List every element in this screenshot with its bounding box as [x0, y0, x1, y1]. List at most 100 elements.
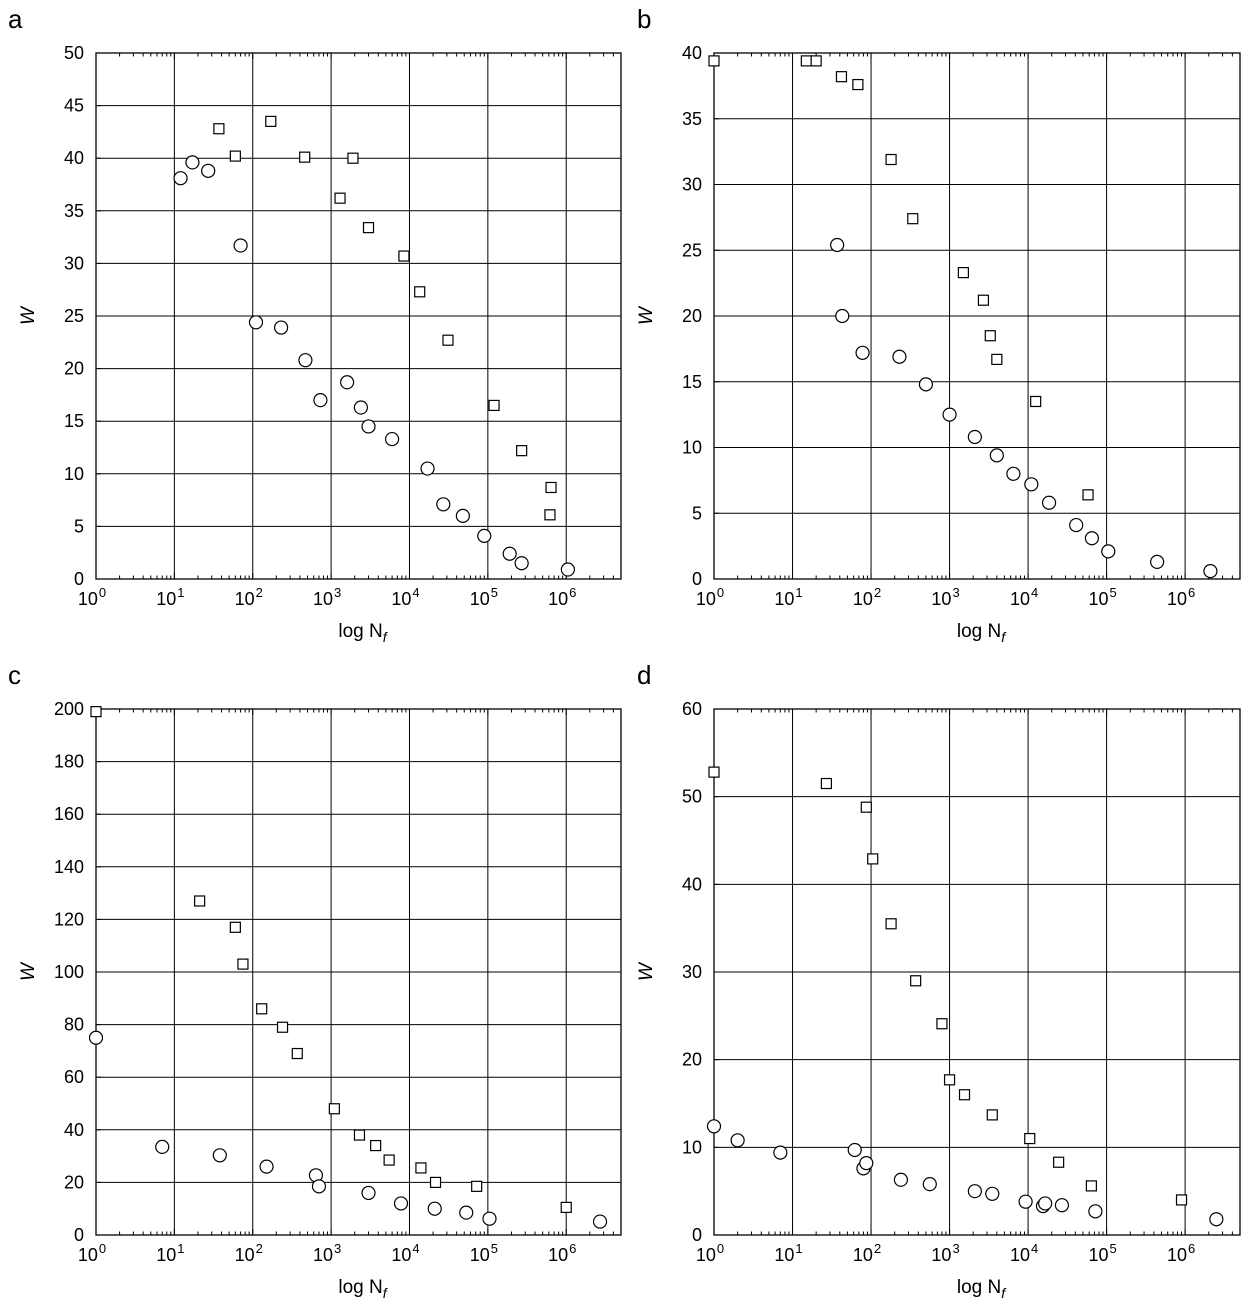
data-point-square: [852, 78, 864, 91]
y-tick-label: 35: [682, 109, 702, 129]
data-point-square: [708, 766, 720, 778]
data-point-circle: [1024, 477, 1039, 492]
data-point-square: [810, 55, 822, 67]
data-point-circle: [1203, 564, 1218, 579]
data-point-circle: [248, 315, 264, 330]
data-point-square: [229, 921, 241, 933]
panel-d: d 0 10 20 30 40 50 60 100 101 102 103 104 105 106 log N…: [636, 660, 1241, 1301]
data-point-circle: [361, 1185, 376, 1201]
y-axis-label: W: [636, 305, 657, 325]
data-point-circle: [830, 237, 845, 253]
data-point-square: [1030, 395, 1042, 408]
x-tick-label: 105: [470, 585, 498, 609]
data-point-square: [545, 481, 557, 494]
data-point-square: [1024, 1132, 1036, 1145]
data-point-square: [362, 222, 375, 234]
data-point-circle: [922, 1177, 937, 1192]
data-point-square: [347, 152, 359, 164]
data-point-square: [885, 918, 897, 930]
data-point-square: [835, 71, 848, 83]
x-tick-label: 102: [853, 585, 881, 609]
data-point-circle: [706, 1119, 722, 1134]
data-point-square: [1175, 1194, 1188, 1206]
y-tick-label: 10: [64, 464, 84, 484]
x-tick-label: 103: [313, 1241, 341, 1265]
data-point-circle: [847, 1142, 862, 1158]
x-tick-label: 101: [774, 1241, 802, 1265]
y-tick-label: 30: [682, 962, 702, 982]
data-point-circle: [855, 345, 870, 360]
data-point-circle: [201, 163, 216, 178]
data-point-circle: [313, 393, 328, 408]
data-point-circle: [592, 1214, 608, 1229]
data-point-square: [471, 1180, 483, 1192]
x-tick-label: 106: [548, 585, 576, 609]
data-point-circle: [88, 1030, 104, 1045]
data-point-square: [90, 706, 102, 718]
x-tick-label: 103: [931, 585, 959, 609]
data-point-circle: [173, 171, 188, 186]
data-point-circle: [1101, 544, 1116, 559]
data-point-circle: [989, 448, 1004, 463]
data-point-circle: [1006, 466, 1021, 481]
y-tick-label: 0: [692, 1225, 702, 1245]
x-tick-label: 100: [696, 585, 724, 609]
data-point-circle: [384, 431, 400, 447]
data-point-square: [708, 55, 720, 67]
y-tick-label: 60: [64, 1067, 84, 1087]
y-tick-label: 30: [64, 253, 84, 273]
data-point-square: [958, 1089, 971, 1101]
data-point-square: [213, 123, 225, 135]
data-point-circle: [477, 528, 492, 543]
panel-a: a 0 5 10 15 20 25 30 35 40 45 50 100 101 102 103 104 105 1…: [8, 4, 622, 645]
data-point-circle: [502, 546, 517, 561]
x-tick-label: 106: [1167, 585, 1195, 609]
data-point-square: [256, 1003, 268, 1015]
data-point-square: [237, 958, 249, 970]
x-tick-label: 104: [1010, 1241, 1038, 1265]
series-square: [708, 55, 1094, 501]
x-tick-label: 104: [1010, 585, 1038, 609]
data-point-circle: [773, 1145, 788, 1160]
data-point-square: [353, 1129, 366, 1141]
panel-label: d: [637, 660, 651, 690]
data-point-circle: [942, 407, 957, 422]
y-axis-label: W: [18, 305, 39, 325]
data-point-circle: [730, 1133, 745, 1148]
panel-label: b: [637, 4, 651, 34]
data-point-circle: [212, 1148, 227, 1163]
data-point-circle: [420, 461, 435, 476]
y-tick-label: 30: [682, 175, 702, 195]
y-tick-label: 50: [64, 43, 84, 63]
x-tick-label: 102: [853, 1241, 881, 1265]
y-tick-label: 0: [74, 569, 84, 589]
y-tick-label: 20: [682, 1050, 702, 1070]
data-point-square: [1082, 489, 1094, 501]
series-circle: [706, 1119, 1224, 1227]
data-point-square: [885, 153, 897, 166]
data-point-square: [276, 1021, 289, 1033]
y-tick-label: 80: [64, 1015, 84, 1035]
data-point-square: [516, 445, 528, 457]
data-point-circle: [859, 1156, 874, 1171]
data-point-square: [1085, 1180, 1097, 1192]
y-tick-label: 120: [54, 909, 84, 929]
data-point-square: [398, 250, 410, 262]
series-circle: [88, 1030, 608, 1229]
y-tick-label: 100: [54, 962, 84, 982]
data-point-square: [291, 1047, 303, 1060]
data-point-circle: [985, 1186, 1000, 1201]
y-tick-label: 50: [682, 787, 702, 807]
data-point-circle: [1088, 1204, 1103, 1219]
data-point-square: [984, 330, 996, 342]
data-point-square: [991, 353, 1003, 365]
data-point-circle: [1150, 554, 1165, 570]
y-tick-label: 10: [682, 438, 702, 458]
data-point-circle: [1084, 531, 1100, 546]
y-tick-label: 40: [64, 1120, 84, 1140]
y-tick-label: 15: [64, 411, 84, 431]
x-tick-label: 106: [548, 1241, 576, 1265]
data-point-square: [860, 801, 872, 813]
x-axis-label: log Nf: [338, 621, 388, 645]
data-point-square: [488, 399, 500, 412]
